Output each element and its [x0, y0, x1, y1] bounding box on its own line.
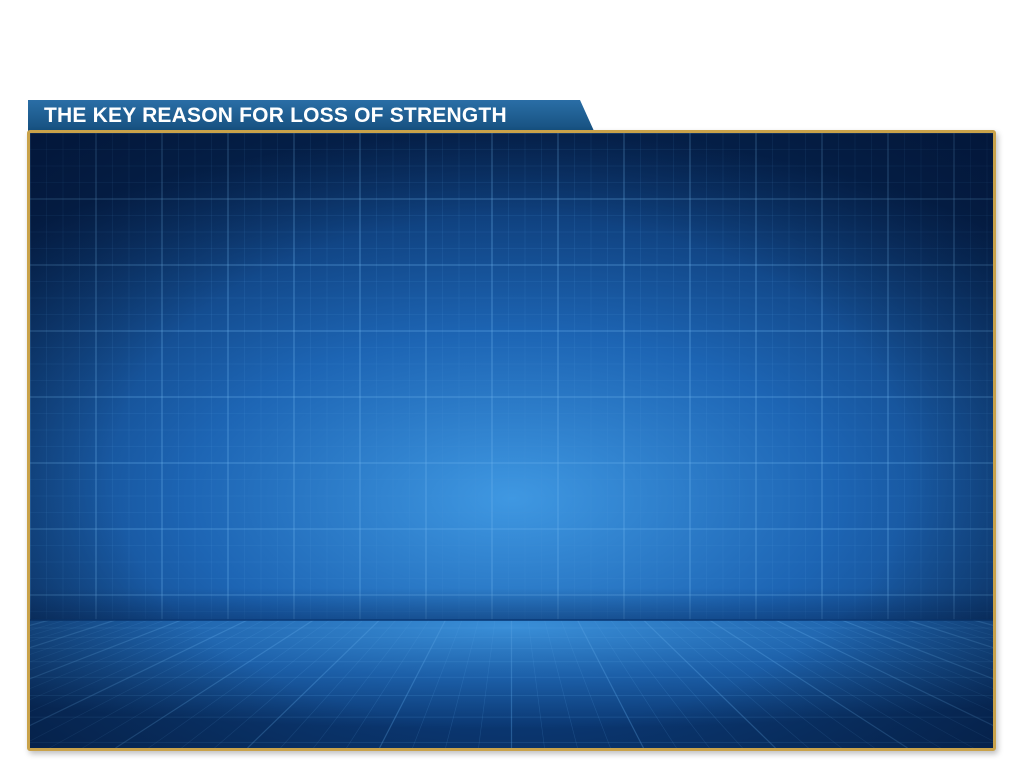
content-panel: [27, 130, 996, 751]
title-banner-shape: [28, 100, 594, 131]
title-banner: THE KEY REASON FOR LOSS OF STRENGTH: [28, 100, 594, 131]
slide-title: THE KEY REASON FOR LOSS OF STRENGTH: [44, 104, 507, 127]
blueprint-grid-background: [30, 133, 993, 748]
